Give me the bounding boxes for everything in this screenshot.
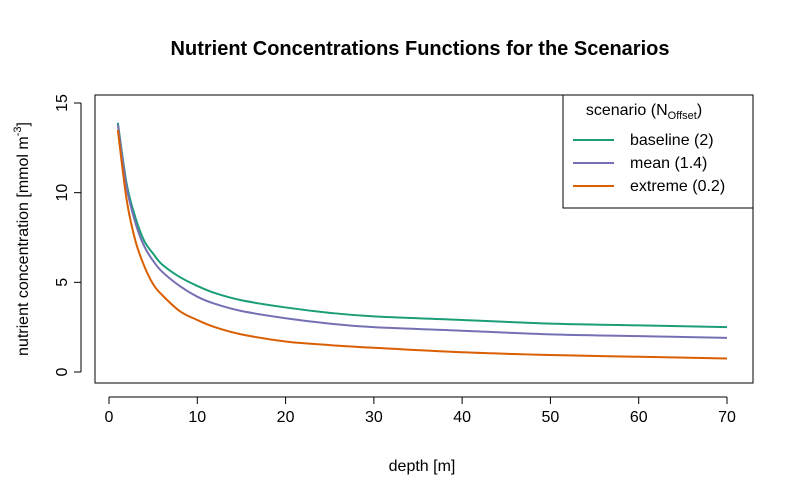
legend-items: baseline (2) mean (1.4) extreme (0.2): [573, 132, 725, 195]
x-tick-label: 0: [105, 409, 114, 426]
legend-title-main: scenario (N: [586, 102, 668, 119]
legend-box: [562, 94, 754, 209]
y-tick-label: 5: [54, 278, 71, 287]
y-axis: 0 5 10 15: [54, 94, 82, 376]
legend-label: mean (1.4): [630, 155, 707, 172]
x-tick-label: 50: [542, 409, 560, 426]
legend-label: extreme (0.2): [630, 178, 725, 195]
legend-title-subscript: Offset: [668, 110, 697, 122]
x-axis-label: depth [m]: [389, 458, 456, 475]
legend-title-close: ): [697, 102, 702, 119]
x-tick-label: 70: [718, 409, 736, 426]
y-axis-label-main: nutrient concentration [mmol m: [15, 136, 32, 356]
legend: scenario (NOffset) baseline (2) mean (1.4…: [562, 94, 754, 209]
series-line-2: [116, 124, 728, 339]
y-axis-label-superscript: -3: [12, 127, 24, 137]
y-tick-label: 15: [54, 94, 71, 112]
legend-label: baseline (2): [630, 132, 714, 149]
x-tick-label: 20: [277, 409, 295, 426]
series-line-1: [116, 122, 728, 329]
y-axis-label-close: ]: [15, 122, 32, 126]
legend-title: scenario (NOffset): [586, 102, 702, 122]
x-tick-label: 40: [453, 409, 471, 426]
x-tick-label: 60: [630, 409, 648, 426]
plot-frame: [94, 94, 754, 384]
x-axis: 0 10 20 30 40 50 60 70: [105, 396, 736, 426]
y-axis-label: nutrient concentration [mmol m-3]: [12, 122, 32, 356]
series-line-3: [116, 129, 728, 360]
series-lines: [116, 122, 728, 360]
x-tick-label: 10: [188, 409, 206, 426]
y-tick-label: 0: [54, 367, 71, 376]
x-tick-label: 30: [365, 409, 383, 426]
y-tick-label: 10: [54, 184, 71, 202]
chart-title: Nutrient Concentrations Functions for th…: [171, 38, 670, 60]
